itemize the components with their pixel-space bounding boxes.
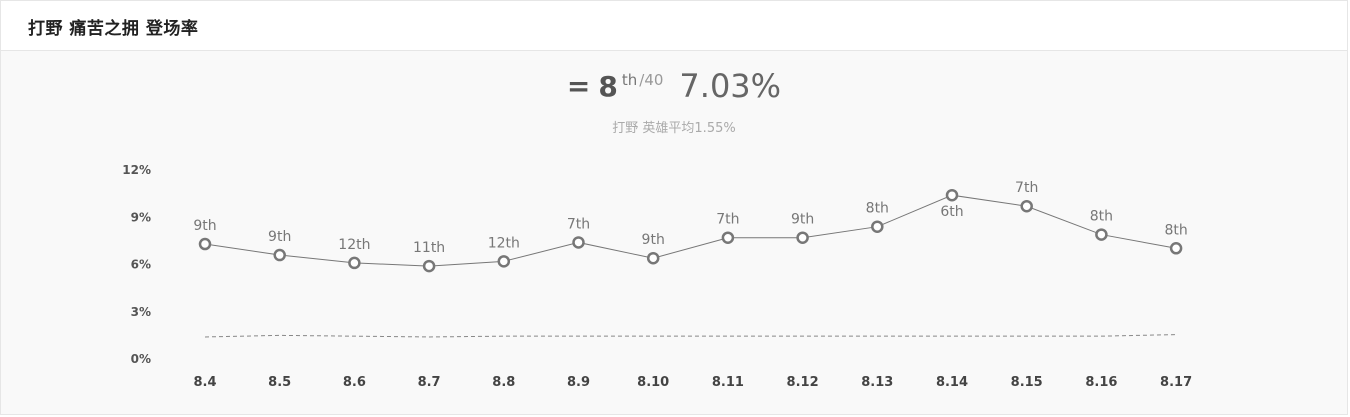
rank-suffix: th xyxy=(621,70,638,89)
y-tick-label: 0% xyxy=(131,352,151,366)
x-tick-label: 8.11 xyxy=(712,375,744,390)
data-label: 9th xyxy=(193,218,216,234)
x-tick-label: 8.10 xyxy=(637,375,669,390)
y-tick-label: 9% xyxy=(131,210,151,224)
panel-title: 打野 痛苦之拥 登场率 xyxy=(28,19,199,39)
x-tick-label: 8.14 xyxy=(936,375,968,390)
data-point xyxy=(1169,242,1183,255)
data-point xyxy=(273,248,286,262)
data-point xyxy=(572,236,585,249)
rank-total: /40 xyxy=(639,70,664,89)
data-label: 8th xyxy=(1164,222,1187,238)
data-point xyxy=(871,220,884,233)
data-label: 8th xyxy=(866,201,889,217)
data-label: 9th xyxy=(791,212,814,228)
data-label: 12th xyxy=(338,237,370,253)
x-tick-label: 8.16 xyxy=(1085,375,1117,390)
panel-header: 打野 痛苦之拥 登场率 xyxy=(1,1,1347,51)
data-label: 9th xyxy=(268,229,291,245)
average-rate-text: 打野 英雄平均1.55% xyxy=(612,121,736,136)
pick-rate-series-line xyxy=(204,194,1177,267)
data-point xyxy=(945,188,959,202)
x-tick-label: 8.5 xyxy=(268,375,291,390)
data-point xyxy=(497,255,511,268)
x-tick-label: 8.8 xyxy=(492,375,515,390)
x-tick-label: 8.4 xyxy=(193,375,216,390)
rank-number: 8 xyxy=(598,69,618,103)
x-tick-label: 8.12 xyxy=(787,375,819,390)
x-tick-label: 8.13 xyxy=(861,375,893,390)
average-series-line xyxy=(204,334,1177,338)
y-tick-label: 6% xyxy=(131,258,151,272)
y-tick-label: 12% xyxy=(122,163,151,177)
data-point xyxy=(1020,199,1033,213)
data-label: 11th xyxy=(413,240,445,256)
data-label: 7th xyxy=(716,212,739,228)
data-point xyxy=(646,251,660,265)
x-tick-label: 8.9 xyxy=(567,375,590,390)
data-label: 12th xyxy=(488,235,520,251)
pick-rate-value: 7.03% xyxy=(679,67,782,105)
data-label: 8th xyxy=(1090,209,1113,225)
x-tick-label: 8.17 xyxy=(1160,375,1192,390)
data-label: 9th xyxy=(642,232,665,248)
x-tick-label: 8.15 xyxy=(1011,375,1043,390)
rank-trend-icon: = xyxy=(566,69,591,103)
x-tick-label: 8.6 xyxy=(343,375,366,390)
data-point xyxy=(796,231,809,244)
data-point xyxy=(348,256,361,270)
data-label: 7th xyxy=(567,216,590,232)
data-label: 7th xyxy=(1015,180,1038,196)
data-point xyxy=(422,259,436,273)
x-tick-label: 8.7 xyxy=(418,375,441,390)
data-point xyxy=(1095,228,1108,241)
y-tick-label: 3% xyxy=(131,305,151,319)
data-label: 6th xyxy=(940,204,963,220)
data-point xyxy=(198,237,212,251)
data-point xyxy=(721,231,735,244)
